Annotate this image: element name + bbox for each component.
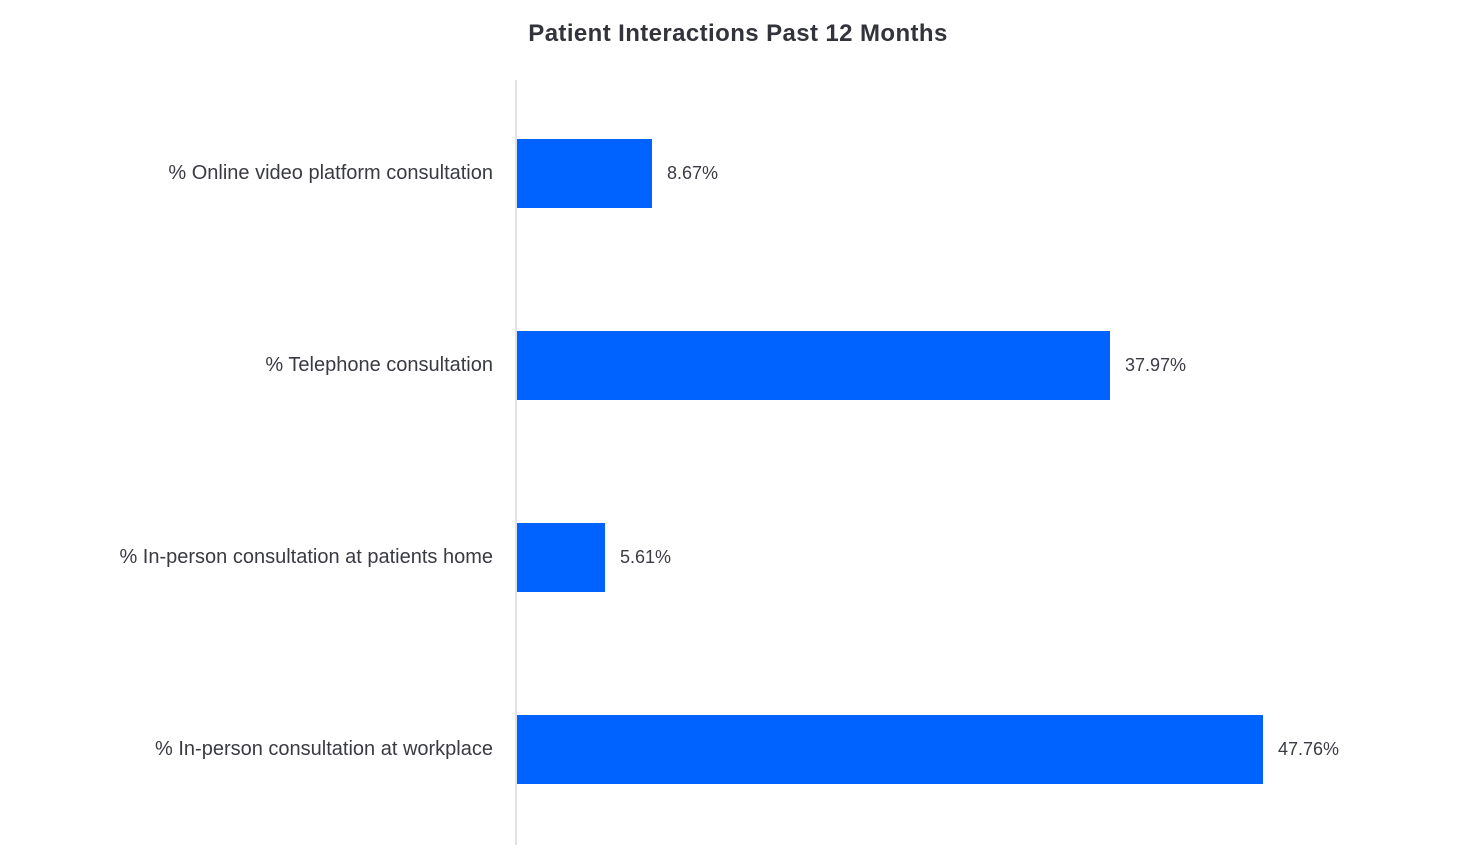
bar-track: 37.97% (517, 269, 1476, 461)
bar (517, 522, 605, 592)
value-label: 8.67% (667, 162, 719, 183)
value-label: 5.61% (620, 546, 672, 567)
chart-row: % In-person consultation at workplace 47.… (0, 653, 1476, 845)
bar-track: 47.76% (517, 653, 1476, 845)
category-label: % Telephone consultation (265, 353, 493, 376)
bar (517, 138, 652, 208)
bar-rows: % Online video platform consultation 8.67… (0, 77, 1476, 845)
category-label: % In-person consultation at patients hom… (119, 545, 493, 568)
bar (517, 330, 1110, 400)
value-label: 37.97% (1125, 354, 1187, 375)
chart-title: Patient Interactions Past 12 Months (528, 20, 948, 47)
chart-row: % Online video platform consultation 8.67… (0, 77, 1476, 269)
chart-row: % In-person consultation at patients hom… (0, 461, 1476, 653)
category-label: % Online video platform consultation (168, 161, 493, 184)
value-label: 47.76% (1278, 738, 1340, 759)
chart-row: % Telephone consultation 37.97% (0, 269, 1476, 461)
y-axis-line (515, 80, 517, 845)
plot-area: % Online video platform consultation 8.67… (0, 77, 1476, 845)
category-label: % In-person consultation at workplace (155, 737, 493, 760)
bar-track: 5.61% (517, 461, 1476, 653)
bar (517, 714, 1263, 784)
bar-track: 8.67% (517, 77, 1476, 269)
